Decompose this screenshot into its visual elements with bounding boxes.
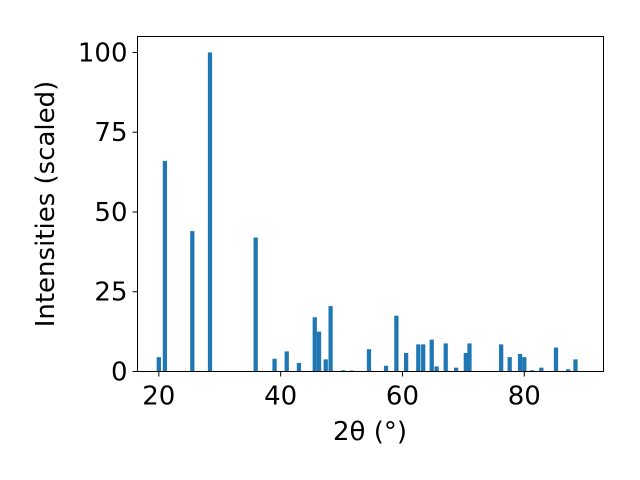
bar bbox=[507, 357, 512, 372]
bar bbox=[530, 370, 535, 372]
plot-frame bbox=[137, 36, 604, 372]
bar bbox=[553, 347, 559, 372]
y-tick-label: 100 bbox=[78, 38, 128, 68]
x-tick-label: 60 bbox=[386, 382, 419, 412]
y-tick-label: 0 bbox=[111, 358, 128, 388]
bar bbox=[296, 362, 302, 372]
x-tick-label: 40 bbox=[264, 382, 297, 412]
bar bbox=[207, 52, 213, 372]
bar bbox=[434, 366, 439, 372]
y-tick-label: 25 bbox=[94, 278, 127, 308]
x-axis-label: 2θ (°) bbox=[333, 417, 407, 447]
bar bbox=[499, 344, 504, 372]
bar bbox=[416, 344, 421, 372]
bar bbox=[156, 357, 161, 372]
bar bbox=[323, 359, 328, 372]
bar bbox=[404, 353, 409, 372]
y-tick-label: 50 bbox=[94, 198, 127, 228]
bar bbox=[573, 359, 578, 372]
bar bbox=[253, 237, 258, 372]
bar bbox=[566, 369, 571, 372]
bar bbox=[453, 367, 459, 372]
y-axis-label: Intensities (scaled) bbox=[31, 81, 61, 328]
bar bbox=[162, 160, 168, 372]
bar bbox=[284, 351, 289, 372]
bar bbox=[383, 365, 389, 372]
bar bbox=[190, 231, 195, 372]
bar bbox=[341, 370, 346, 372]
bar bbox=[463, 353, 468, 372]
x-tick-label: 20 bbox=[142, 382, 175, 412]
bar bbox=[272, 358, 277, 372]
bar bbox=[366, 349, 372, 372]
bar bbox=[467, 343, 472, 372]
bar bbox=[539, 367, 544, 372]
bar bbox=[429, 339, 434, 372]
bar bbox=[394, 315, 399, 372]
bars bbox=[156, 52, 578, 372]
bar bbox=[312, 317, 317, 372]
bar bbox=[443, 343, 448, 372]
y-axis-ticks: 0 25 50 75 100 bbox=[78, 38, 138, 388]
x-tick-label: 80 bbox=[508, 382, 541, 412]
y-tick-label: 75 bbox=[94, 118, 127, 148]
x-axis-ticks: 20 40 60 80 bbox=[142, 371, 541, 412]
bar bbox=[522, 357, 527, 372]
bar bbox=[316, 331, 322, 372]
bar bbox=[421, 344, 426, 372]
bar bbox=[328, 306, 333, 372]
bar bbox=[517, 353, 523, 372]
